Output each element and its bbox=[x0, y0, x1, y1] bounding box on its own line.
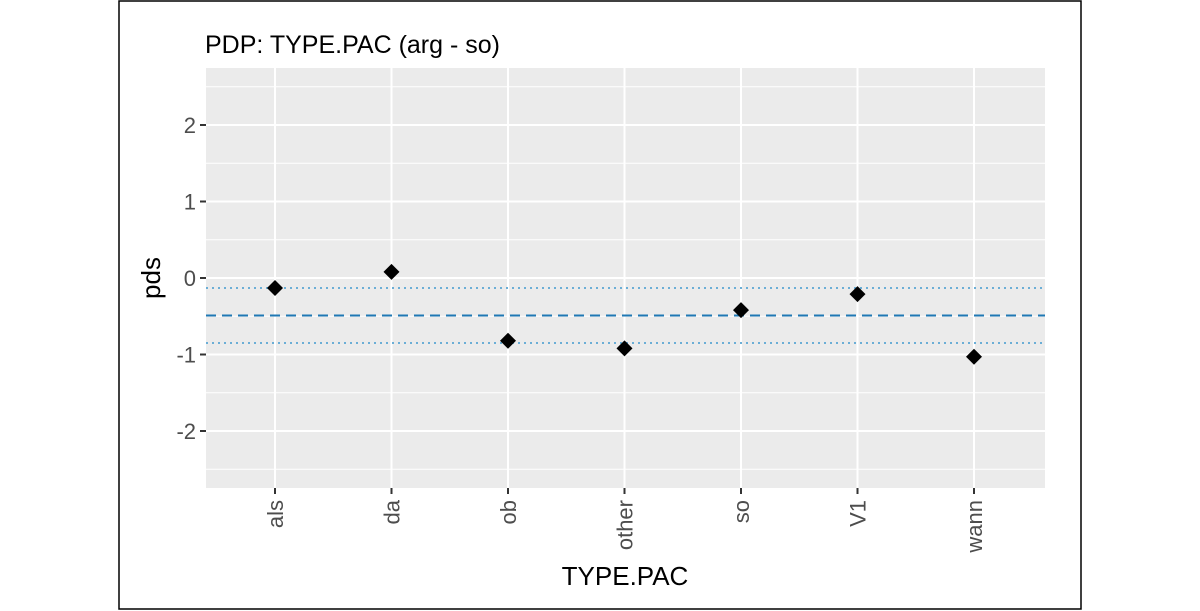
y-tick-label: -2 bbox=[176, 419, 196, 444]
data-point-als bbox=[267, 279, 283, 296]
x-axis-title: TYPE.PAC bbox=[562, 561, 689, 591]
x-tick-label-wann: wann bbox=[962, 500, 987, 554]
x-tick-label-als: als bbox=[263, 500, 288, 528]
data-point-v1 bbox=[849, 286, 866, 303]
chart-title: PDP: TYPE.PAC (arg - so) bbox=[205, 31, 500, 59]
x-tick-label-other: other bbox=[613, 500, 638, 550]
data-point-da bbox=[383, 263, 400, 280]
data-point-wann bbox=[966, 348, 982, 365]
data-point-so bbox=[733, 302, 749, 319]
y-axis: 2 1 0 -1 -2 bbox=[176, 113, 206, 444]
y-tick-label: 1 bbox=[184, 190, 196, 215]
x-axis: als da ob other so V1 wann bbox=[263, 488, 987, 554]
reference-lines bbox=[206, 286, 1045, 345]
data-point-ob bbox=[500, 332, 516, 349]
y-tick-label: 2 bbox=[184, 113, 196, 138]
data-points bbox=[267, 263, 982, 365]
y-axis-title: pds bbox=[136, 257, 166, 299]
grid-lines bbox=[206, 68, 1045, 488]
y-tick-label: 0 bbox=[184, 266, 196, 291]
x-tick-label-v1: V1 bbox=[846, 500, 871, 527]
x-tick-label-ob: ob bbox=[496, 500, 521, 524]
data-point-other bbox=[616, 340, 633, 357]
x-tick-label-so: so bbox=[729, 500, 754, 523]
x-tick-label-da: da bbox=[380, 499, 405, 524]
y-tick-label: -1 bbox=[176, 343, 196, 368]
